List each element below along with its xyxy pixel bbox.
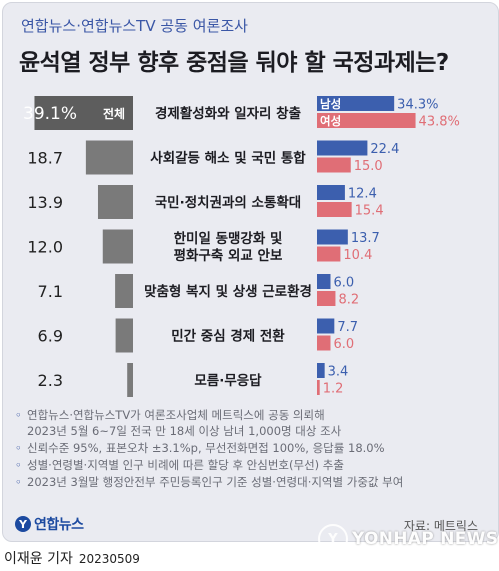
- yonhap-watermark-icon: Y: [318, 524, 348, 554]
- note-item: ◦ 2023년 3월말 행정안전부 주민등록인구 기준 성별·연령대·지역별 가중…: [15, 475, 404, 489]
- byline: 이재윤 기자 20230509: [4, 548, 140, 568]
- category-label: 경제활성화와 일자리 창출: [155, 105, 301, 122]
- publish-date: 20230509: [78, 552, 140, 566]
- male-value-label: 13.7: [351, 231, 380, 246]
- yonhap-logo-icon: Y: [15, 516, 31, 532]
- male-bar: [317, 185, 345, 200]
- male-bar: [317, 363, 325, 378]
- total-bar: [85, 140, 133, 175]
- category-label: 사회갈등 해소 및 국민 통합: [150, 150, 306, 167]
- female-bar: [317, 291, 336, 306]
- category-label: 한미일 동맹강화 및: [174, 230, 283, 247]
- yonhap-logo: Y 연합뉴스: [15, 514, 84, 534]
- watermark: Y YONHAP NEWS: [318, 524, 498, 554]
- male-value-label: 6.0: [334, 276, 355, 291]
- female-value-label: 43.8%: [419, 115, 460, 130]
- male-value-label: 7.7: [337, 320, 358, 335]
- note-item: ◦ 성별·연령별·지역별 인구 비례에 따른 할당 후 안심번호(무선) 추출: [15, 458, 344, 472]
- male-bar: [317, 229, 348, 245]
- category-label: 국민·정치권과의 소통확대: [155, 194, 301, 211]
- bar-chart: 39.1% 전체 경제활성화와 일자리 창출 34.3% 남성 43.8% 여성 18.7 사회…: [23, 96, 460, 397]
- total-bar: [127, 363, 133, 397]
- total-value-label: 18.7: [27, 149, 63, 168]
- female-legend-label: 여성: [320, 114, 341, 128]
- reporter-name: 이재윤 기자: [4, 551, 73, 567]
- male-bar: [317, 318, 335, 334]
- female-bar: [317, 202, 352, 217]
- female-value-label: 8.2: [338, 293, 359, 308]
- female-bar: [317, 246, 341, 262]
- male-value-label: 12.4: [348, 187, 377, 202]
- male-legend-label: 남성: [320, 97, 341, 111]
- total-bar: [97, 185, 133, 219]
- female-bar: [317, 380, 320, 395]
- male-bar: [317, 140, 368, 156]
- female-value-label: 15.0: [354, 159, 383, 174]
- total-bar: [102, 229, 133, 264]
- male-bar: [317, 96, 395, 111]
- total-value-label: 7.1: [38, 282, 63, 301]
- kicker: 연합뉴스·연합뉴스TV 공동 여론조사: [21, 17, 248, 35]
- total-bar: [115, 274, 133, 308]
- female-value-label: 1.2: [323, 382, 344, 397]
- female-bar: [317, 113, 416, 128]
- total-bar: [115, 318, 133, 353]
- total-value-label: 6.9: [38, 327, 63, 346]
- female-bar: [317, 157, 351, 173]
- female-bar: [317, 335, 331, 351]
- total-value-label: 39.1%: [23, 104, 77, 124]
- female-value-label: 10.4: [343, 248, 372, 263]
- male-value-label: 22.4: [370, 142, 399, 157]
- total-value-label: 13.9: [27, 193, 63, 212]
- category-label: 모름·무응답: [194, 372, 262, 389]
- source-label: 자료: 메트릭스: [403, 519, 478, 533]
- note-item: ◦ 연합뉴스·연합뉴스TV가 여론조사업체 메트릭스에 공동 의뢰해 2023년 …: [15, 408, 342, 438]
- total-value-label: 2.3: [38, 371, 63, 390]
- infographic-card: 연합뉴스·연합뉴스TV 공동 여론조사 윤석열 정부 향후 중점을 둬야 할 국…: [2, 2, 499, 542]
- male-value-label: 3.4: [328, 365, 349, 380]
- category-label: 맞춤형 복지 및 상생 근로환경: [144, 283, 312, 300]
- female-value-label: 6.0: [334, 337, 355, 352]
- category-label: 민간 중심 경제 전환: [171, 328, 285, 345]
- total-legend-label: 전체: [103, 106, 125, 121]
- male-value-label: 34.3%: [397, 98, 438, 113]
- total-bar: [34, 96, 133, 130]
- note-item: ◦ 신뢰수준 95%, 표본오차 ±3.1%p, 무선전화면접 100%, 응답률…: [15, 441, 385, 455]
- chart-title: 윤석열 정부 향후 중점을 둬야 할 국정과제는?: [19, 50, 449, 76]
- female-value-label: 15.4: [355, 204, 384, 219]
- survey-notes: ◦ 연합뉴스·연합뉴스TV가 여론조사업체 메트릭스에 공동 의뢰해 2023년 …: [15, 407, 485, 491]
- male-bar: [317, 274, 331, 289]
- total-value-label: 12.0: [27, 238, 63, 257]
- category-label: 평화구축 외교 안보: [174, 247, 283, 264]
